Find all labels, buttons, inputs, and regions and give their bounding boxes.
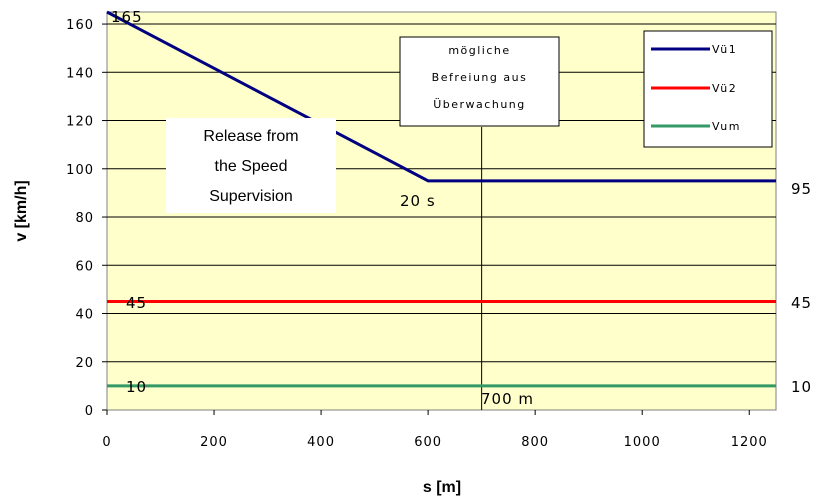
x-axis-ticks: 0 200 400 600 800 1000 1200 <box>102 410 767 450</box>
vu2-left-label: 45 <box>126 294 147 312</box>
legend-label-vu2: Vü2 <box>712 82 737 95</box>
x-tick-label-1000: 1000 <box>624 435 661 450</box>
german-annotation-box: mögliche Befreiung aus Überwachung <box>399 36 560 127</box>
x-tick-label-400: 400 <box>307 435 335 450</box>
release-box-line-3: Supervision <box>209 188 293 205</box>
german-box-line-1: mögliche <box>448 44 510 57</box>
x-axis-title: s [m] <box>423 479 461 496</box>
start-value-label: 165 <box>111 8 143 26</box>
german-box-line-2: Befreiung aus <box>432 71 528 84</box>
x-tick-label-0: 0 <box>102 435 111 450</box>
series-lines <box>106 10 776 388</box>
y-tick-label-80: 80 <box>75 211 94 226</box>
right-label-10: 10 <box>791 378 812 396</box>
y-tick-label-140: 140 <box>66 66 94 81</box>
legend: Vü1 Vü2 Vum <box>643 30 773 148</box>
y-axis-ticks: 0 20 40 60 80 100 120 140 160 <box>66 18 107 419</box>
x-tick-label-1200: 1200 <box>731 435 768 450</box>
y-tick-label-120: 120 <box>66 115 94 130</box>
y-tick-label-160: 160 <box>66 18 94 33</box>
y-tick-label-60: 60 <box>75 259 94 274</box>
y-tick-label-100: 100 <box>66 163 94 178</box>
release-annotation-box: Release from the Speed Supervision <box>166 118 336 213</box>
right-label-45: 45 <box>791 294 812 312</box>
release-box-line-1: Release from <box>203 128 298 145</box>
x-tick-label-200: 200 <box>200 435 228 450</box>
y-tick-label-0: 0 <box>85 404 94 419</box>
x-tick-label-800: 800 <box>521 435 549 450</box>
time-label: 20 s <box>400 192 436 210</box>
marker-label: 700 m <box>481 390 534 408</box>
german-box-line-3: Überwachung <box>433 98 526 111</box>
right-label-95: 95 <box>791 180 812 198</box>
release-box-line-2: the Speed <box>215 158 288 175</box>
y-tick-label-20: 20 <box>75 356 94 371</box>
x-tick-label-600: 600 <box>414 435 442 450</box>
y-axis-title: v [km/h] <box>13 180 30 241</box>
legend-label-vum: Vum <box>712 120 741 133</box>
legend-label-vu1: Vü1 <box>712 43 737 56</box>
y-tick-label-40: 40 <box>75 308 94 323</box>
series-line-1 <box>106 10 776 183</box>
vum-left-label: 10 <box>126 378 147 396</box>
